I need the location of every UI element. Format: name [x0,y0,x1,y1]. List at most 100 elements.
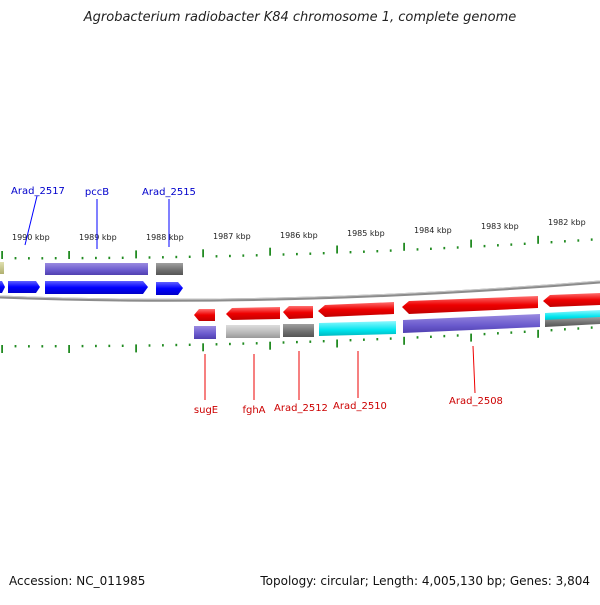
gene-arrow[interactable] [543,293,600,307]
kbp-label: 1987 kbp [213,232,251,241]
scale-tick [564,240,566,243]
gene-label-fgha[interactable]: fghA [242,405,265,416]
bottom-gene-track [194,293,600,321]
scale-tick [322,252,325,255]
top-gene-track [0,281,183,295]
gene-label-arad-2508[interactable]: Arad_2508 [449,396,503,407]
scale-tick [81,256,84,260]
scale-tick [148,344,151,347]
scale-tick [363,338,365,341]
gene-label-arad-2517[interactable]: Arad_2517 [11,186,65,197]
scale-tick [577,239,580,242]
scale-tick [162,256,164,259]
cds-bar[interactable] [226,325,280,338]
scale-tick [68,251,70,259]
scale-tick [349,251,352,254]
scale-tick [296,340,298,344]
scale-tick [296,252,298,256]
gene-arrow[interactable] [283,306,313,319]
cds-bar[interactable] [283,324,314,337]
gene-label-pccb[interactable]: pccB [85,187,109,198]
cds-bar[interactable] [194,326,216,339]
scale-tick [282,341,285,344]
kbp-label: 1989 kbp [79,233,117,242]
scale-tick [14,345,17,348]
gene-label-arad-2512[interactable]: Arad_2512 [274,403,328,414]
scale-tick [550,329,553,332]
gene-arrow[interactable] [0,281,5,293]
cds-bar[interactable] [319,321,396,336]
scale-tick [121,256,124,259]
scale-tick [537,235,539,244]
gene-arrow[interactable] [45,281,148,294]
scale-tick [510,243,513,246]
scale-tick [510,331,513,334]
top-cds-track [0,262,183,275]
kbp-label: 1990 kbp [12,233,50,242]
scale-tick [242,342,245,345]
gene-arrow[interactable] [194,309,215,321]
bottom-label-leaders [204,345,476,400]
cds-bar[interactable] [545,317,600,327]
scale-tick [68,345,70,353]
gene-arrow[interactable] [318,302,394,317]
gene-label-suge[interactable]: sugE [194,405,218,416]
scale-tick [497,244,499,247]
scale-tick [376,338,379,341]
scale-tick [81,344,84,348]
scale-tick [188,255,191,258]
scale-tick [550,241,553,244]
gene-label-arad-2515[interactable]: Arad_2515 [142,187,196,198]
scale-tick [537,329,539,338]
scale-tick [162,344,164,347]
scale-tick [336,339,338,348]
kbp-label: 1984 kbp [414,226,452,235]
kbp-label: 1985 kbp [347,229,385,238]
cds-bar[interactable] [45,263,148,275]
scale-tick [215,255,218,258]
scale-tick [470,239,472,248]
top-label-leaders [24,195,170,249]
scale-tick [389,249,392,252]
genome-summary-text: Topology: circular; Length: 4,005,130 bp… [260,574,590,588]
genome-backbone [0,280,600,302]
scale-tick [376,250,379,253]
scale-tick [1,345,3,353]
scale-tick [349,339,352,342]
scale-tick [590,238,593,241]
scale-tick [483,332,486,336]
scale-tick [416,336,419,339]
cds-bar[interactable] [403,314,540,333]
gene-arrow[interactable] [156,282,183,295]
scale-tick [282,253,285,256]
scale-tick [41,257,44,260]
scale-tick [28,345,30,348]
scale-tick [108,344,111,348]
top-scale-ticks [1,235,593,260]
scale-tick [135,344,137,353]
cds-bar[interactable] [156,263,183,275]
gene-arrow[interactable] [8,281,40,293]
scale-tick [229,254,231,258]
bottom-gene-labels: sugE fghA Arad_2512 Arad_2510 Arad_2508 [194,396,503,416]
scale-tick [242,254,245,257]
gene-label-arad-2510[interactable]: Arad_2510 [333,401,387,412]
scale-tick [309,340,312,343]
scale-tick [456,246,459,249]
scale-tick [443,334,446,338]
scale-tick [470,333,472,342]
scale-tick [309,252,312,255]
scale-tick [416,248,419,251]
scale-tick [202,249,204,258]
gene-arrow[interactable] [402,296,538,314]
kbp-label: 1988 kbp [146,233,184,242]
top-gene-labels: Arad_2517 pccB Arad_2515 [11,186,196,198]
scale-tick [255,254,258,257]
gene-arrow[interactable] [226,307,280,320]
scale-tick [269,341,271,350]
scale-tick [403,242,405,251]
scale-tick [41,345,44,348]
scale-tick [95,344,97,348]
cds-bar[interactable] [0,262,4,274]
